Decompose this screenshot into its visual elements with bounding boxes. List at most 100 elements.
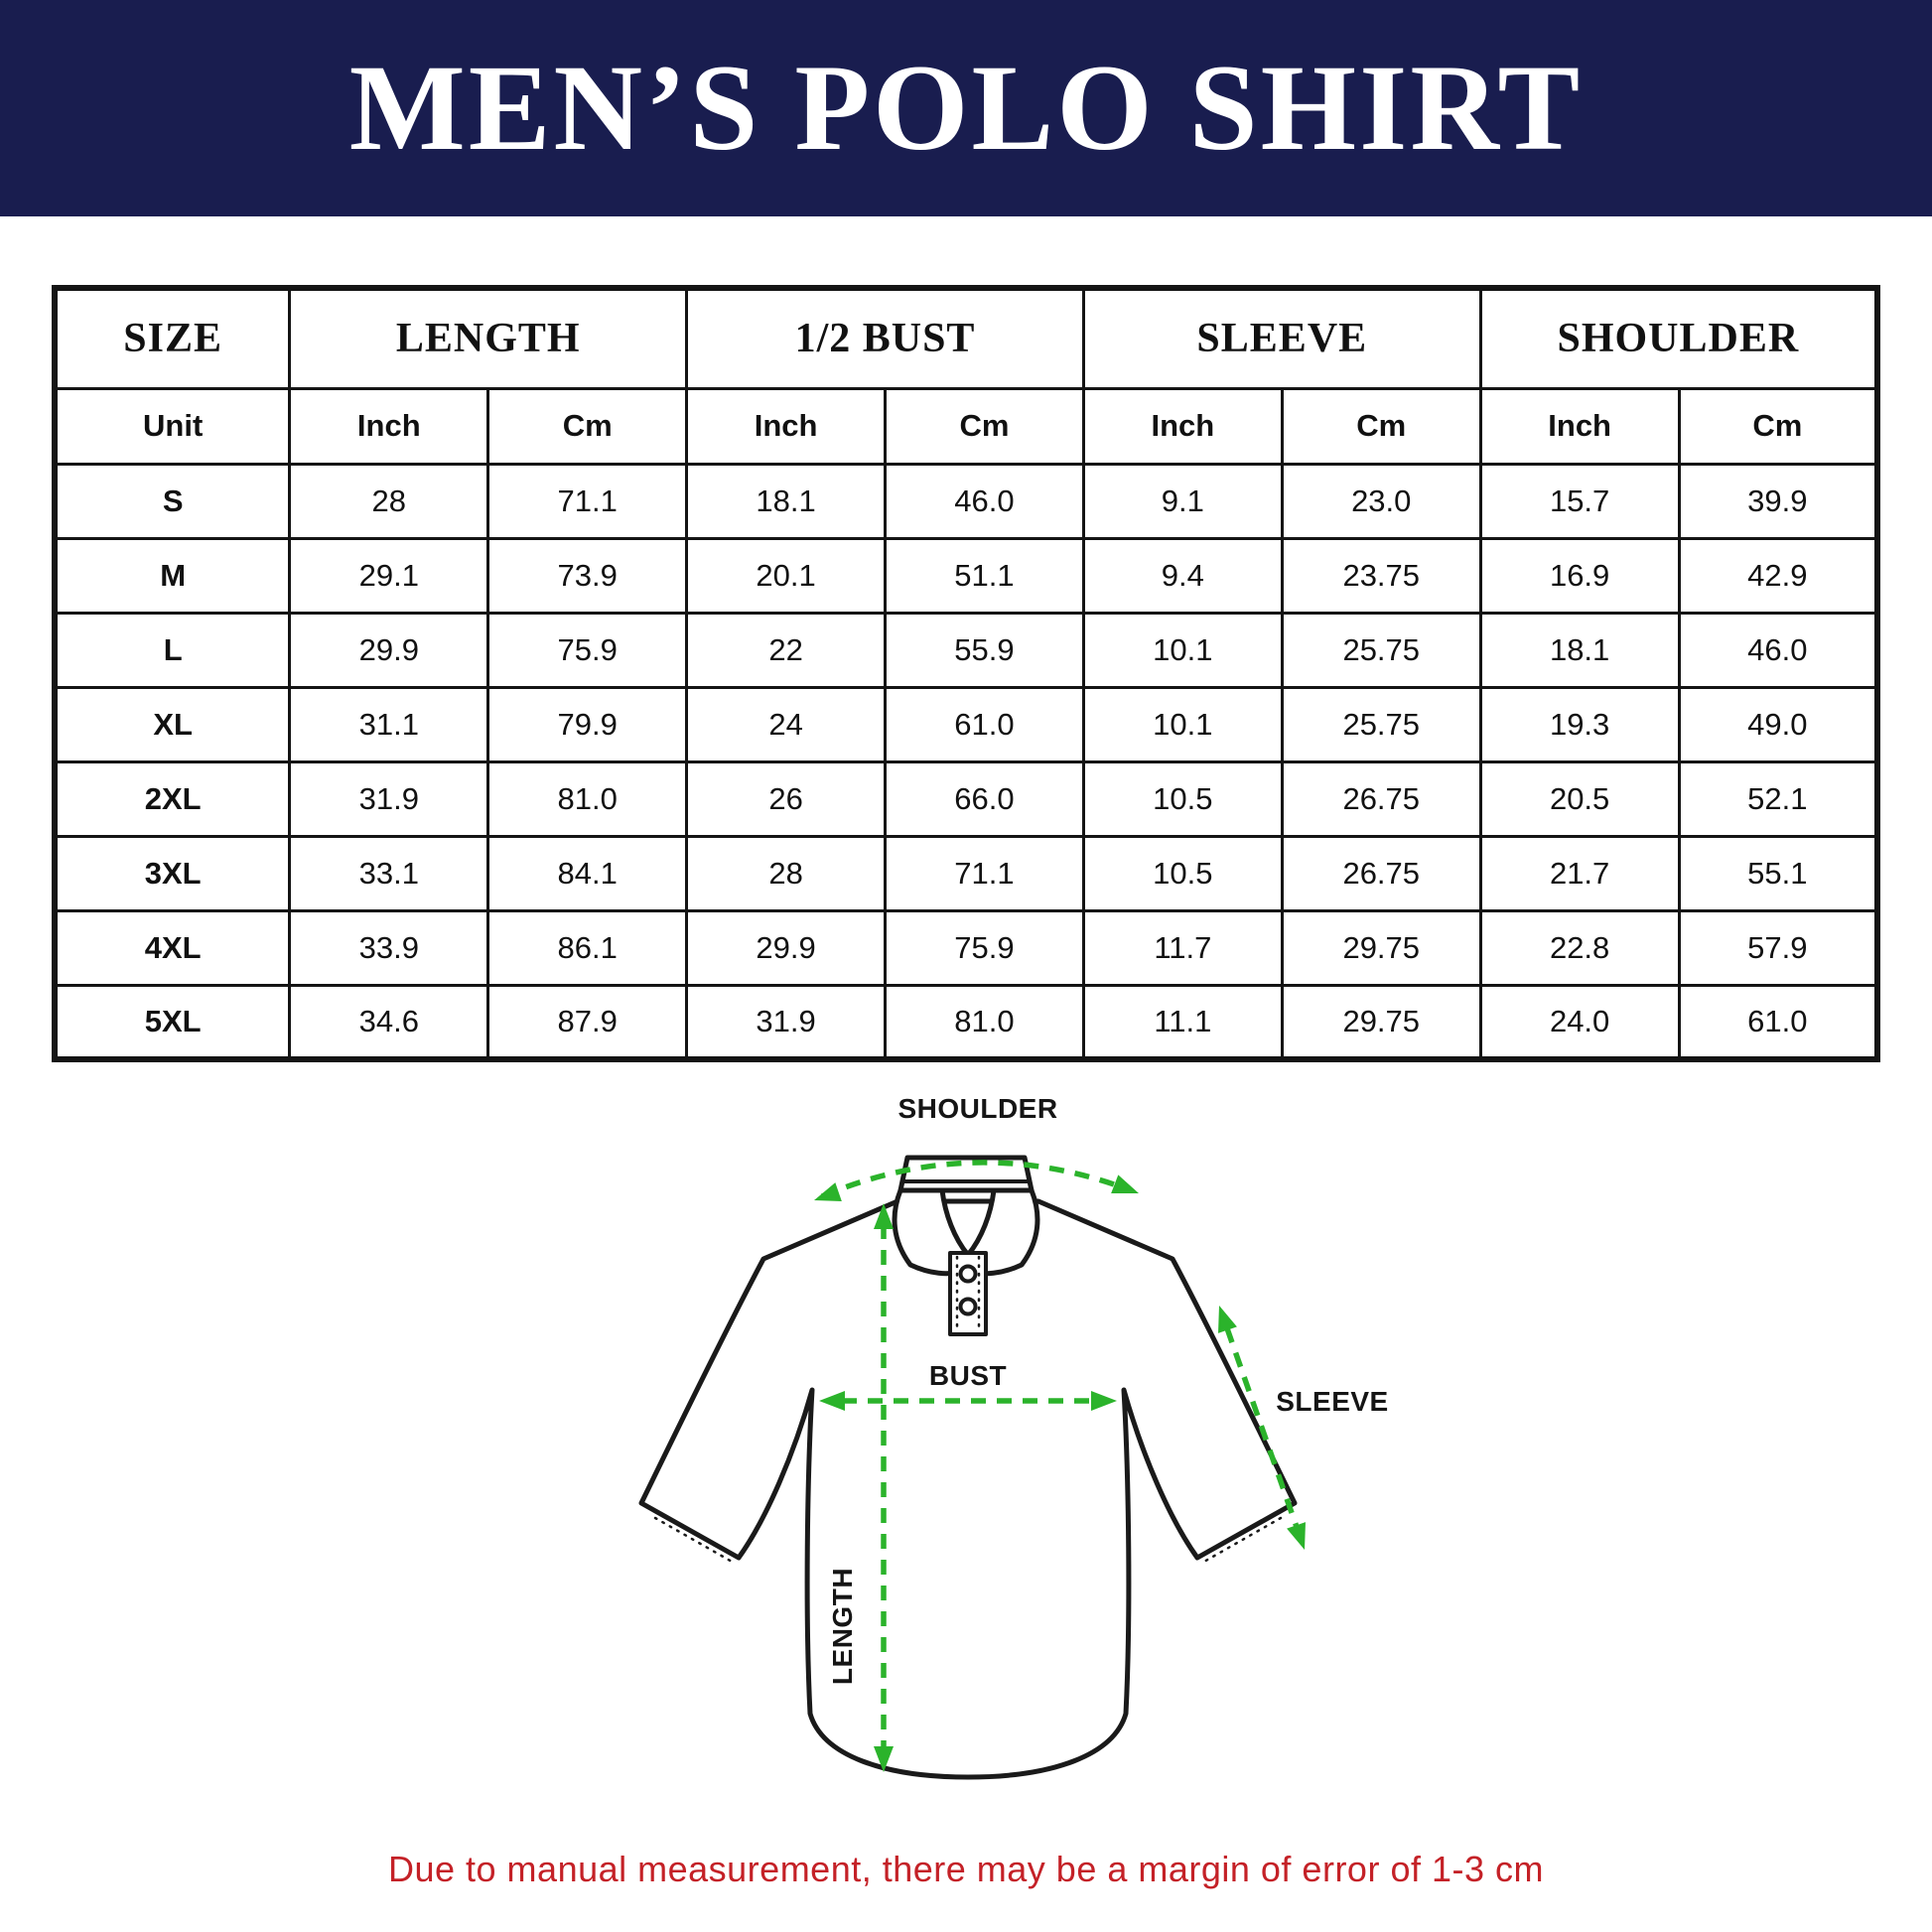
value-cell: 26 [685, 759, 888, 838]
value-cell: 33.9 [288, 908, 490, 987]
value-cell: 55.1 [1677, 834, 1879, 912]
value-cell: 26.75 [1280, 834, 1482, 912]
value-cell: 84.1 [486, 834, 689, 912]
value-cell: 66.0 [884, 759, 1085, 838]
table-row-4xl: 4XL 33.9 86.1 29.9 75.9 11.7 29.75 22.8 … [53, 908, 1879, 987]
length-arrowhead-top [874, 1203, 894, 1229]
value-cell: 10.1 [1081, 685, 1284, 763]
value-cell: 21.7 [1478, 834, 1681, 912]
arrowheads [814, 1174, 1306, 1772]
value-cell: 26.75 [1280, 759, 1482, 838]
size-label: M [53, 536, 292, 615]
shoulder-arrow-arc [820, 1160, 1132, 1199]
value-cell: 31.1 [288, 685, 490, 763]
value-cell: 11.7 [1081, 908, 1284, 987]
value-cell: 73.9 [486, 536, 689, 615]
value-cell: 29.9 [685, 908, 888, 987]
sleeve-arrow-line [1224, 1327, 1300, 1528]
page-title: MEN’S POLO SHIRT [348, 40, 1584, 176]
unit-cell: Cm [1677, 386, 1879, 466]
value-cell: 71.1 [486, 462, 689, 540]
value-cell: 29.75 [1280, 983, 1482, 1061]
value-cell: 29.9 [288, 611, 490, 689]
value-cell: 10.5 [1081, 834, 1284, 912]
value-cell: 23.0 [1280, 462, 1482, 540]
value-cell: 11.1 [1081, 983, 1284, 1061]
value-cell: 20.1 [685, 536, 888, 615]
column-header-sleeve: SLEEVE [1081, 286, 1482, 390]
shirt-body-outline [638, 1198, 1298, 1780]
value-cell: 16.9 [1478, 536, 1681, 615]
unit-cell: Cm [884, 386, 1085, 466]
table-row-2xl: 2XL 31.9 81.0 26 66.0 10.5 26.75 20.5 52… [53, 759, 1879, 838]
value-cell: 57.9 [1677, 908, 1879, 987]
table-group-header-row: SIZE LENGTH 1/2 BUST SLEEVE SHOULDER [53, 286, 1879, 390]
value-cell: 10.1 [1081, 611, 1284, 689]
value-cell: 23.75 [1280, 536, 1482, 615]
value-cell: 34.6 [288, 983, 490, 1061]
size-label: 3XL [53, 834, 292, 912]
value-cell: 75.9 [884, 908, 1085, 987]
value-cell: 15.7 [1478, 462, 1681, 540]
value-cell: 81.0 [486, 759, 689, 838]
value-cell: 51.1 [884, 536, 1085, 615]
size-chart-table: SIZE LENGTH 1/2 BUST SLEEVE SHOULDER Uni… [52, 285, 1880, 1062]
table-row-3xl: 3XL 33.1 84.1 28 71.1 10.5 26.75 21.7 55… [53, 834, 1879, 912]
left-cuff-stitch [653, 1516, 736, 1565]
column-header-bust: 1/2 BUST [685, 286, 1085, 390]
value-cell: 52.1 [1677, 759, 1879, 838]
value-cell: 86.1 [486, 908, 689, 987]
value-cell: 79.9 [486, 685, 689, 763]
value-cell: 71.1 [884, 834, 1085, 912]
value-cell: 46.0 [1677, 611, 1879, 689]
size-label: L [53, 611, 292, 689]
length-label: LENGTH [827, 1568, 858, 1685]
value-cell: 61.0 [1677, 983, 1879, 1061]
length-arrowhead-bottom [874, 1746, 894, 1772]
value-cell: 24.0 [1478, 983, 1681, 1061]
value-cell: 28 [685, 834, 888, 912]
value-cell: 28 [288, 462, 490, 540]
value-cell: 46.0 [884, 462, 1085, 540]
unit-cell: Cm [1280, 386, 1482, 466]
table-unit-row: Unit Inch Cm Inch Cm Inch Cm Inch Cm [53, 386, 1879, 466]
stitch-lines [653, 1255, 1283, 1565]
value-cell: 22.8 [1478, 908, 1681, 987]
value-cell: 31.9 [685, 983, 888, 1061]
size-label: S [53, 462, 292, 540]
value-cell: 39.9 [1677, 462, 1879, 540]
button-top [958, 1264, 978, 1284]
value-cell: 9.4 [1081, 536, 1284, 615]
unit-label: Unit [53, 386, 292, 466]
shoulder-arrowhead-right [1111, 1174, 1139, 1194]
value-cell: 55.9 [884, 611, 1085, 689]
value-cell: 29.75 [1280, 908, 1482, 987]
value-cell: 9.1 [1081, 462, 1284, 540]
value-cell: 25.75 [1280, 685, 1482, 763]
column-header-length: LENGTH [288, 286, 689, 390]
shoulder-arrowhead-left [814, 1182, 842, 1201]
value-cell: 31.9 [288, 759, 490, 838]
value-cell: 25.75 [1280, 611, 1482, 689]
shoulder-label: SHOULDER [897, 1093, 1057, 1124]
table-row-m: M 29.1 73.9 20.1 51.1 9.4 23.75 16.9 42.… [53, 536, 1879, 615]
value-cell: 87.9 [486, 983, 689, 1061]
measurement-arrows [820, 1160, 1300, 1749]
size-label: XL [53, 685, 292, 763]
measurement-disclaimer: Due to manual measurement, there may be … [387, 1849, 1544, 1889]
unit-cell: Inch [288, 386, 490, 466]
unit-cell: Inch [1478, 386, 1681, 466]
value-cell: 33.1 [288, 834, 490, 912]
sleeve-arrowhead-bottom [1287, 1522, 1306, 1550]
sleeve-arrowhead-top [1218, 1306, 1237, 1333]
size-label: 4XL [53, 908, 292, 987]
unit-cell: Inch [1081, 386, 1284, 466]
size-label: 2XL [53, 759, 292, 838]
value-cell: 29.1 [288, 536, 490, 615]
value-cell: 42.9 [1677, 536, 1879, 615]
column-header-shoulder: SHOULDER [1478, 286, 1879, 390]
title-bar: MEN’S POLO SHIRT [0, 0, 1932, 216]
bust-label: BUST [929, 1360, 1007, 1391]
value-cell: 19.3 [1478, 685, 1681, 763]
value-cell: 24 [685, 685, 888, 763]
